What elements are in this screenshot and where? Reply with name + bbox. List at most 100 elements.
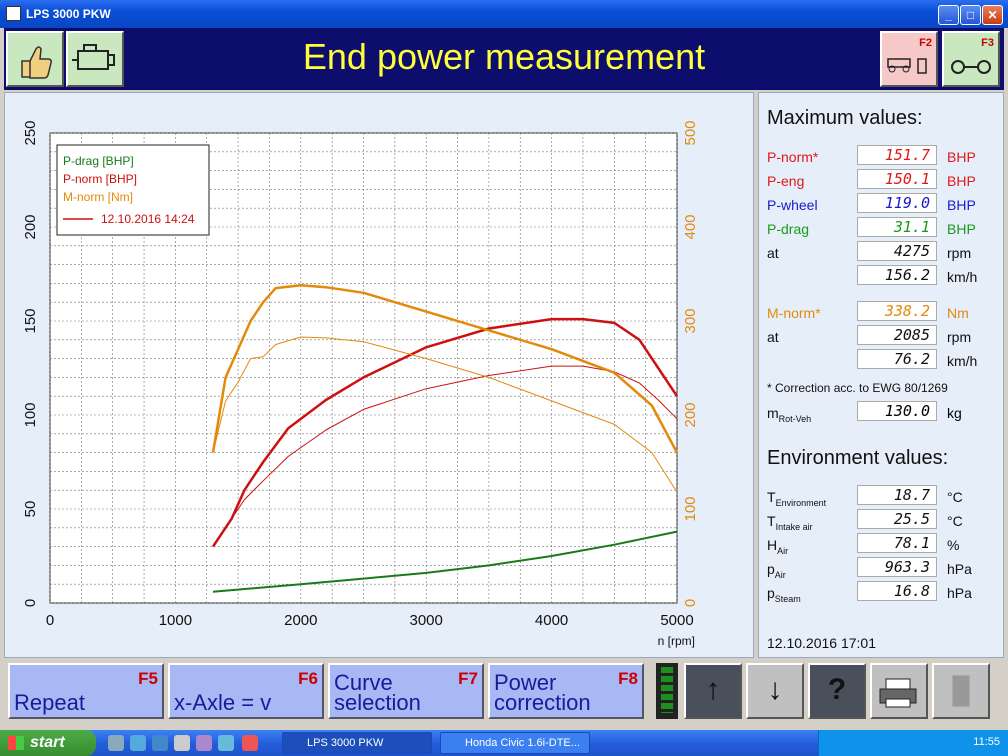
max-row-label: P-drag (767, 221, 810, 237)
max-row-unit: Nm (947, 305, 969, 321)
y-left-tick-label: 100 (22, 402, 39, 427)
repeat-label: Repeat (14, 690, 85, 715)
env-row-value: 963.3 (857, 557, 937, 577)
power-correction-label: Power correction (494, 670, 591, 715)
y-right-tick-label: 100 (682, 496, 699, 521)
start-button[interactable]: start (0, 730, 96, 756)
y-right-tick-label: 200 (682, 402, 699, 427)
max-row-label: P-wheel (767, 197, 818, 213)
max-row-unit: rpm (947, 329, 972, 345)
windows-logo-icon (8, 736, 24, 750)
vehicle-remove-icon (887, 58, 927, 74)
legend-box (56, 144, 210, 236)
y-right-tick-label: 500 (682, 120, 699, 145)
quicklaunch-icon[interactable] (174, 735, 190, 751)
max-row-unit: BHP (947, 221, 976, 237)
x-tick-label: 4000 (535, 612, 568, 629)
values-panel: Maximum values: P-norm* 151.7 BHP P-eng 1… (758, 92, 1004, 658)
mrot-label: mRot-Veh (767, 405, 812, 424)
env-row-value: 16.8 (857, 581, 937, 601)
f2-key-label: F2 (919, 37, 932, 49)
f2-button[interactable]: F2 (880, 31, 938, 87)
env-row-unit: hPa (947, 561, 972, 577)
ok-button[interactable] (6, 31, 64, 87)
header-bar: End power measurement F2 F3 (4, 28, 1004, 90)
quicklaunch-icon[interactable] (242, 735, 258, 751)
power-chart-panel: 0 1000 2000 3000 4000 5000 n [rpm] 0 50 100 150 200… (4, 92, 754, 658)
env-row-label: TEnvironment (767, 489, 827, 508)
arrow-up-icon: ↑ (705, 673, 721, 706)
max-row-label: at (767, 329, 779, 345)
thumbs-up-icon (21, 46, 52, 79)
max-row-value: 31.1 (857, 217, 937, 237)
title-bar[interactable]: LPS 3000 PKW _ □ ✕ (0, 0, 1008, 28)
quicklaunch-icon[interactable] (130, 735, 146, 751)
taskbar: start LPS 3000 PKW Honda Civic 1.6i-DTE.… (0, 730, 1008, 756)
start-label: start (30, 734, 65, 751)
taskbar-item-honda[interactable]: Honda Civic 1.6i-DTE... (440, 732, 590, 754)
curve-selection-label: Curve selection (334, 670, 421, 715)
f8-key-label: F8 (618, 669, 638, 688)
quicklaunch-icon[interactable] (108, 735, 124, 751)
x-tick-label: 1000 (159, 612, 192, 629)
help-button[interactable]: ? (808, 663, 866, 719)
max-row-label: M-norm* (767, 305, 821, 321)
y-right-tick-label: 300 (682, 308, 699, 333)
correction-footnote: * Correction acc. to EWG 80/1269 (767, 381, 948, 395)
quicklaunch-icon[interactable] (218, 735, 234, 751)
max-row-unit: BHP (947, 197, 976, 213)
series-line (212, 336, 678, 493)
legend-date-entry: 12.10.2016 14:24 (101, 212, 195, 226)
page-title: End power measurement (302, 36, 706, 77)
f3-button[interactable]: F3 (942, 31, 1000, 87)
x-tick-label: 0 (46, 612, 54, 629)
x-tick-label: 2000 (284, 612, 317, 629)
max-row-label: P-eng (767, 173, 805, 189)
max-row-label: at (767, 245, 779, 261)
minimize-button[interactable]: _ (938, 5, 959, 25)
printer-icon (879, 678, 917, 708)
engine-button[interactable] (66, 31, 124, 87)
app-icon (6, 6, 21, 21)
x-axis-label: n [rpm] (658, 634, 695, 648)
legend-entry: P-drag [BHP] (63, 154, 134, 168)
close-button[interactable]: ✕ (982, 5, 1003, 25)
clock: 11:55 (973, 736, 1000, 748)
measurement-datetime: 12.10.2016 17:01 (767, 635, 876, 651)
series-line (211, 284, 679, 454)
taskbar-item-lps[interactable]: LPS 3000 PKW (282, 732, 432, 754)
print-button[interactable] (870, 663, 928, 719)
max-row-unit: BHP (947, 149, 976, 165)
x-axle-button[interactable]: F6 x-Axle = v (168, 663, 324, 719)
max-row-value: 119.0 (857, 193, 937, 213)
curve-selection-button[interactable]: F7 Curve selection (328, 663, 484, 719)
max-row-value: 4275 (857, 241, 937, 261)
max-row-value: 2085 (857, 325, 937, 345)
scroll-down-button[interactable]: ↓ (746, 663, 804, 719)
env-row-label: HAir (767, 537, 789, 556)
maximize-button[interactable]: □ (960, 5, 981, 25)
max-row-value: 76.2 (857, 349, 937, 369)
door-icon (951, 674, 971, 708)
legend-entry: P-norm [BHP] (63, 172, 137, 186)
max-row-label: P-norm* (767, 149, 819, 165)
series-line (212, 530, 678, 593)
main-window: LPS 3000 PKW _ □ ✕ End power measurement… (0, 0, 1008, 730)
x-tick-label: 3000 (410, 612, 443, 629)
window-title: LPS 3000 PKW (26, 7, 111, 21)
f6-key-label: F6 (298, 669, 318, 688)
quicklaunch-icon[interactable] (196, 735, 212, 751)
repeat-button[interactable]: F5 Repeat (8, 663, 164, 719)
environment-values-title: Environment values: (767, 447, 949, 469)
status-led-bar (656, 663, 678, 719)
system-tray: 11:55 (818, 730, 1008, 756)
f5-key-label: F5 (138, 669, 158, 688)
power-correction-button[interactable]: F8 Power correction (488, 663, 644, 719)
env-row-label: pAir (767, 561, 786, 580)
x-axle-label: x-Axle = v (174, 690, 272, 715)
quicklaunch-icon[interactable] (152, 735, 168, 751)
env-row-value: 25.5 (857, 509, 937, 529)
scroll-up-button[interactable]: ↑ (684, 663, 742, 719)
exit-button[interactable] (932, 663, 990, 719)
